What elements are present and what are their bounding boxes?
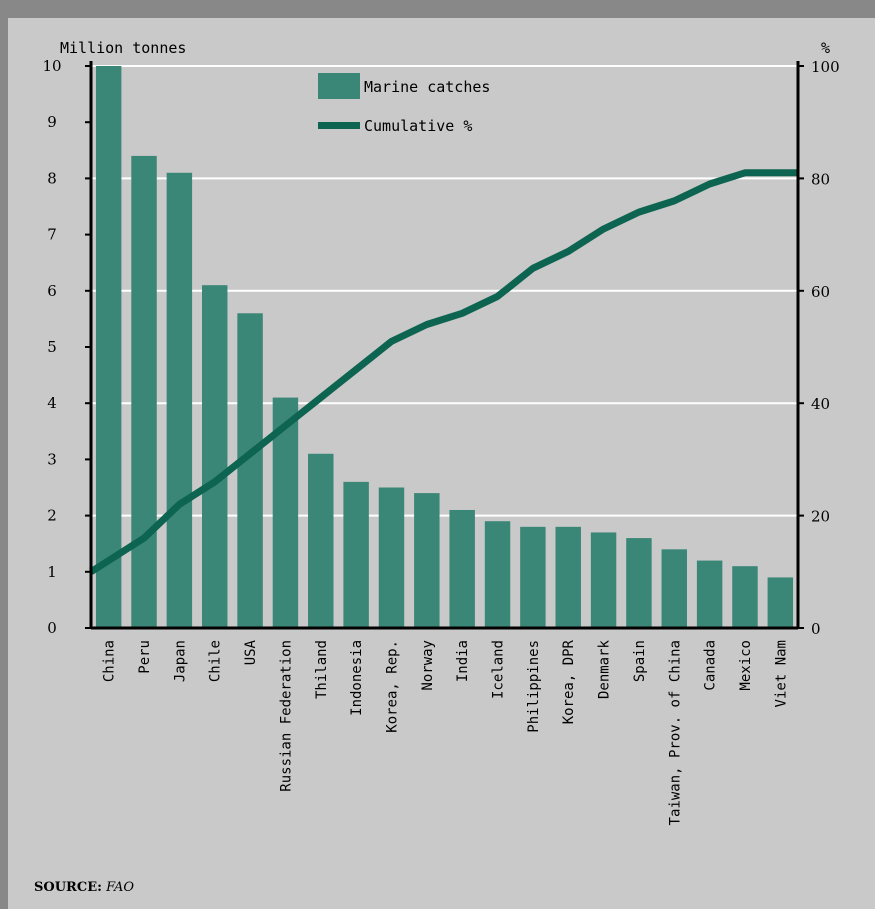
left-tick-label: 0 (47, 619, 57, 637)
right-tick-label: 60 (811, 283, 830, 301)
bars (95, 66, 794, 629)
left-tick-label: 7 (47, 226, 57, 244)
left-tick-label: 6 (47, 282, 57, 300)
left-tick-label: 10 (42, 57, 61, 75)
bar (201, 285, 228, 628)
left-tick-label: 5 (47, 338, 57, 356)
category-label: Indonesia (349, 640, 365, 716)
bar (343, 481, 369, 628)
right-tick-label: 0 (811, 620, 821, 638)
cumulative-point (214, 481, 216, 483)
category-labels: China Peru Japan Chile USA Russian Federation… (102, 639, 790, 825)
legend-bar-label: Marine catches (364, 78, 490, 96)
right-tick-label: 80 (811, 170, 830, 188)
right-tick-label: 40 (811, 395, 830, 413)
legend-bar-swatch (318, 73, 360, 99)
category-label: Iceland (491, 640, 507, 699)
cumulative-point (673, 200, 675, 202)
cumulative-point (567, 250, 569, 252)
category-label: Peru (137, 640, 153, 674)
category-label: Chile (208, 640, 224, 682)
cumulative-point (143, 537, 145, 539)
bar (449, 509, 475, 628)
category-label: India (455, 640, 471, 682)
cumulative-point (709, 183, 711, 185)
category-label: Japan (172, 640, 188, 682)
category-label: Thiland (314, 640, 330, 699)
cumulative-point (532, 267, 534, 269)
legend: Marine catches Cumulative % (318, 73, 490, 135)
bar (166, 172, 193, 628)
category-label: Taiwan, Prov. of China (667, 640, 683, 825)
source-note: SOURCE: FAO (34, 880, 134, 895)
bar (237, 313, 263, 628)
bar (414, 493, 440, 628)
bar (520, 526, 546, 628)
bar (95, 66, 122, 628)
bar (590, 532, 617, 628)
cumulative-point (390, 340, 392, 342)
category-label: China (102, 640, 118, 682)
category-label: Spain (632, 640, 648, 682)
left-tick-label: 8 (47, 169, 57, 187)
category-label: Norway (420, 640, 436, 691)
cumulative-point (249, 453, 251, 455)
bar (732, 566, 758, 628)
category-label: Russian Federation (278, 640, 294, 792)
y2-axis-label: % (821, 39, 830, 57)
cumulative-point (355, 368, 357, 370)
chart-panel: 0 1 2 3 4 5 6 7 8 9 10 0 20 40 60 80 100 China Peru Japan… (8, 18, 875, 909)
category-label: USA (243, 639, 259, 665)
left-tick-label: 1 (47, 563, 57, 581)
source-label: SOURCE: (34, 880, 102, 895)
left-tick-label: 9 (47, 113, 57, 131)
category-label: Philippines (526, 640, 542, 733)
left-tick-labels: 0 1 2 3 4 5 6 7 8 9 10 (42, 57, 61, 637)
cumulative-point (603, 228, 605, 230)
y-axis-label: Million tonnes (60, 39, 186, 57)
cumulative-line (89, 169, 799, 575)
category-label: Korea, Rep. (384, 640, 400, 733)
category-label: Canada (703, 640, 719, 691)
chart: 0 1 2 3 4 5 6 7 8 9 10 0 20 40 60 80 100 China Peru Japan… (42, 39, 840, 825)
bar (378, 487, 405, 628)
left-tick-label: 4 (47, 394, 57, 412)
bar (696, 560, 723, 628)
cumulative-point (178, 503, 180, 505)
category-label: Viet Nam (773, 640, 789, 707)
category-label: Denmark (597, 639, 613, 699)
right-tick-labels: 0 20 40 60 80 100 (811, 58, 840, 638)
right-tick-label: 20 (811, 508, 830, 526)
cumulative-point (426, 324, 428, 326)
source-value: FAO (106, 880, 134, 895)
category-label: Mexico (738, 640, 754, 691)
legend-line-label: Cumulative % (364, 117, 472, 135)
cumulative-point (638, 211, 640, 213)
bar (626, 538, 652, 628)
bar (555, 526, 581, 628)
category-label: Korea, DPR (561, 639, 577, 724)
cumulative-point (284, 425, 286, 427)
bar (484, 521, 511, 628)
left-tick-label: 2 (47, 507, 57, 525)
cumulative-point (744, 172, 746, 174)
axes (85, 61, 804, 630)
bar (661, 549, 688, 628)
cumulative-point (497, 295, 499, 297)
legend-line-swatch (318, 122, 360, 129)
cumulative-point (320, 397, 322, 399)
left-tick-label: 3 (47, 450, 57, 468)
cumulative-point (461, 312, 463, 314)
bar (767, 577, 794, 628)
cumulative-line-path (89, 169, 798, 575)
right-tick-label: 100 (811, 58, 840, 76)
bar (308, 453, 334, 628)
bar (131, 155, 157, 629)
